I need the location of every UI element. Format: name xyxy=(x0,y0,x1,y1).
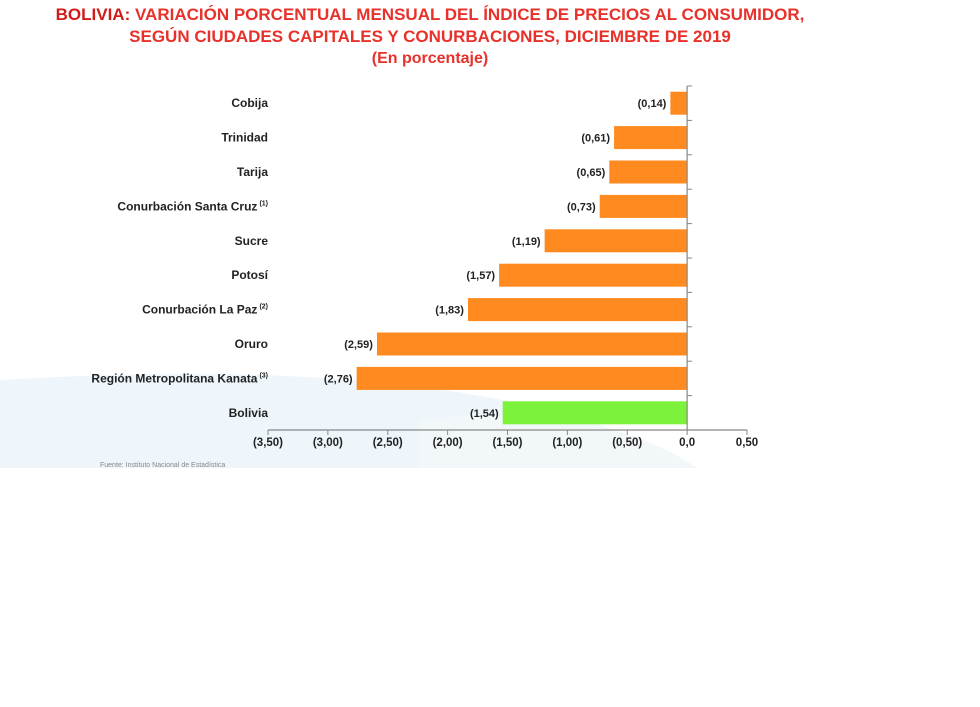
category-label-3: Conurbación Santa Cruz (1) xyxy=(117,199,268,213)
category-label-5: Potosí xyxy=(231,268,268,282)
bar-7 xyxy=(376,332,688,356)
value-label-7: (2,59) xyxy=(344,339,373,351)
bar-8 xyxy=(356,366,688,390)
value-label-4: (1,19) xyxy=(512,236,541,248)
value-label-5: (1,57) xyxy=(466,270,495,282)
bar-9 xyxy=(502,401,688,425)
bar-5 xyxy=(499,263,688,287)
category-label-6: Conurbación La Paz (2) xyxy=(142,303,268,317)
value-label-8: (2,76) xyxy=(324,373,353,385)
value-label-2: (0,65) xyxy=(577,167,606,179)
bar-3 xyxy=(599,194,688,218)
category-label-0: Cobija xyxy=(231,96,268,110)
bar-0 xyxy=(670,91,688,115)
x-tick-label-7: 0,0 xyxy=(679,437,695,449)
category-label-8: Región Metropolitana Kanata (3) xyxy=(91,371,268,385)
x-tick-label-3: (2,00) xyxy=(433,437,463,449)
category-label-9: Bolivia xyxy=(229,406,269,420)
x-tick-label-1: (3,00) xyxy=(313,437,343,449)
category-label-2: Tarija xyxy=(237,165,268,179)
x-tick-label-2: (2,50) xyxy=(373,437,403,449)
bar-1 xyxy=(614,126,688,150)
category-label-7: Oruro xyxy=(235,337,268,351)
x-tick-label-5: (1,00) xyxy=(552,437,582,449)
chart-title: BOLIVIA: VARIACIÓN PORCENTUAL MENSUAL DE… xyxy=(0,4,860,70)
category-label-4: Sucre xyxy=(235,234,269,248)
chart-subtitle: (En porcentaje) xyxy=(371,50,489,67)
title-line-2: SEGÚN CIUDADES CAPITALES Y CONURBACIONES… xyxy=(129,27,731,46)
x-tick-label-0: (3,50) xyxy=(253,437,283,449)
bar-4 xyxy=(544,229,688,253)
background-swoosh xyxy=(0,374,700,470)
source-note: Fuente: Instituto Nacional de Estadístic… xyxy=(100,462,226,469)
title-line-1: BOLIVIA: VARIACIÓN PORCENTUAL MENSUAL DE… xyxy=(0,4,860,26)
value-label-0: (0,14) xyxy=(638,98,667,110)
bar-2 xyxy=(609,160,688,184)
value-label-6: (1,83) xyxy=(435,305,464,317)
x-tick-label-8: 0,50 xyxy=(736,437,758,449)
blank-area xyxy=(0,468,980,707)
bar-6 xyxy=(467,298,688,322)
value-label-1: (0,61) xyxy=(581,133,610,145)
category-label-1: Trinidad xyxy=(221,131,268,145)
title-prefix: BOLIVIA: xyxy=(55,5,131,24)
value-label-3: (0,73) xyxy=(567,201,596,213)
x-tick-label-4: (1,50) xyxy=(492,437,522,449)
x-tick-label-6: (0,50) xyxy=(612,437,642,449)
value-label-9: (1,54) xyxy=(470,408,499,420)
title-text-1: VARIACIÓN PORCENTUAL MENSUAL DEL ÍNDICE … xyxy=(134,5,805,24)
